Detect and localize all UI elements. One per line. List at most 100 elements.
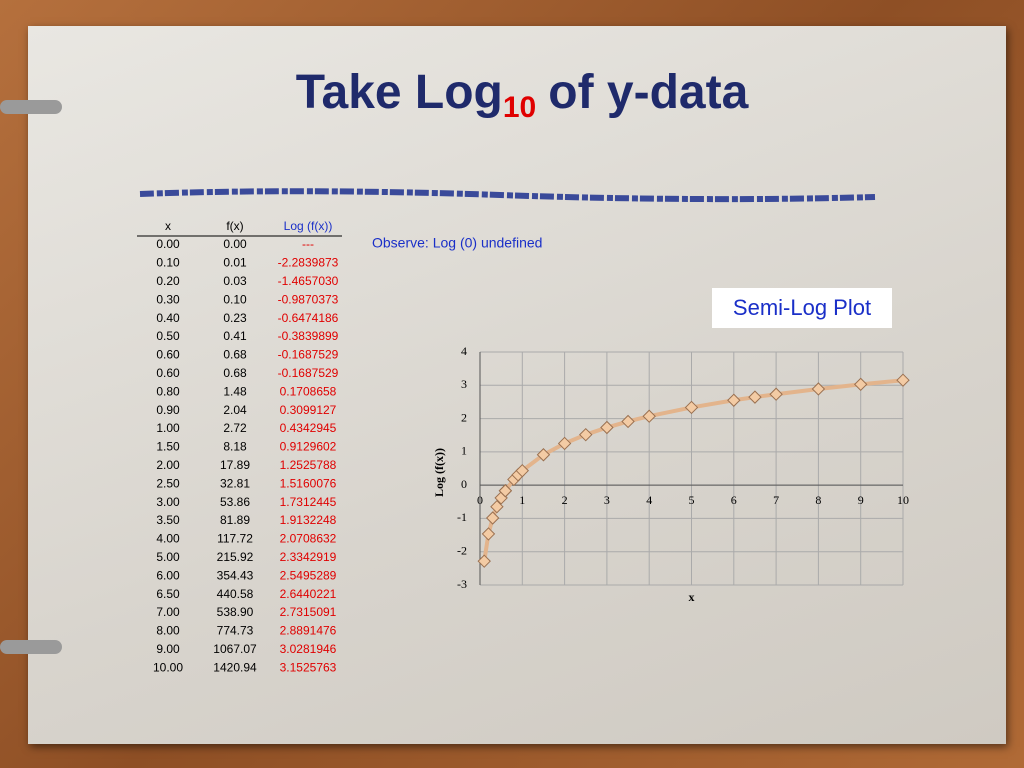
table-cell: 1.7312445 [280,495,337,509]
table-cell: 0.60 [156,366,180,380]
data-point [811,382,826,396]
table-cell: 0.10 [223,292,247,306]
table-cell: 774.73 [217,624,254,638]
title: Take Log10 of y-data [296,66,749,124]
table-cell: 0.60 [156,348,180,362]
divider [139,188,876,203]
table-cell: 17.89 [220,458,250,472]
table-cell: 0.3099127 [280,403,337,417]
table-cell: -0.3839899 [278,329,339,343]
table-cell: 0.00 [156,237,180,251]
table-cell: 440.58 [217,587,254,601]
table-cell: 538.90 [217,605,254,619]
table-cell: 0.20 [156,274,180,288]
table-cell: 1.48 [223,384,247,398]
table-cell: 0.90 [156,403,180,417]
table-cell: 3.00 [156,495,180,509]
table-cell: 3.1525763 [280,660,337,674]
x-tick-label: 10 [897,493,909,507]
data-point [485,511,500,525]
table-cell: 117.72 [217,532,253,546]
title-rest: of y-data [548,66,748,119]
x-tick-label: 7 [773,493,779,507]
data-point [600,420,614,435]
data-point [490,499,504,514]
data-point [477,554,491,568]
label-box [712,288,892,328]
y-tick-label: -2 [457,543,467,557]
data-point [515,463,530,478]
table-cell: 1067.07 [213,642,257,656]
table-cell: 0.1708658 [280,384,337,398]
table-cell: 5.00 [156,550,180,564]
data-point [498,484,513,498]
data-point [769,387,783,401]
data-point [481,527,496,541]
table-cell: 0.41 [223,329,247,343]
table-cell: -0.6474186 [278,311,339,325]
y-tick-label: 2 [461,410,467,424]
table-cell: 1.5160076 [280,476,337,490]
table-cell: 8.18 [223,440,247,454]
binder-ring [0,640,62,654]
x-tick-label: 2 [562,493,568,507]
table-cell: 6.00 [156,568,180,582]
table-cell: 0.03 [223,274,247,288]
table-cell: 0.68 [223,348,247,362]
table-cell: 1.00 [156,421,180,435]
x-tick-label: 1 [519,493,525,507]
x-tick-label: 4 [646,493,652,507]
binder-ring [0,100,62,114]
table-cell: 0.68 [223,366,247,380]
y-tick-label: -1 [457,510,467,524]
table-cell: 2.00 [156,458,180,472]
table-cell: 9.00 [156,642,180,656]
table-cell: 2.3342919 [280,550,337,564]
table-cell: 2.50 [156,476,180,490]
data-point [536,448,551,462]
table-cell: 354.43 [217,568,254,582]
table-cell: --- [302,237,314,251]
y-axis-label: Log (f(x)) [432,448,446,497]
table-cell: 215.92 [217,550,254,564]
table-cell: -2.2839873 [278,256,339,270]
table-cell: 2.72 [223,421,247,435]
table-cell: 0.10 [156,256,180,270]
table-cell: 0.50 [156,329,180,343]
table-cell: 32.81 [220,476,250,490]
table-cell: 53.86 [220,495,250,509]
table-cell: 10.00 [153,660,183,674]
table-cell: 0.01 [223,256,247,270]
table-cell: 2.8891476 [280,624,337,638]
x-tick-label: 3 [604,493,610,507]
table-header: Log (f(x)) [284,219,333,233]
x-tick-label: 5 [689,493,695,507]
data-point [727,393,741,407]
x-tick-label: 8 [815,493,821,507]
data-point [579,427,593,442]
chart-label: Semi-Log Plot [733,295,871,320]
table-cell: 0.00 [223,237,247,251]
table-cell: 2.04 [223,403,247,417]
table-cell: 2.0708632 [280,532,337,546]
title-main: Take Log [296,66,503,119]
y-tick-label: 0 [461,477,467,491]
table-cell: 81.89 [220,513,250,527]
table-cell: -1.4657030 [278,274,339,288]
y-tick-label: 4 [461,344,467,358]
table-cell: 2.7315091 [280,605,337,619]
data-point [557,436,572,451]
y-tick-label: 1 [461,444,467,458]
table-cell: 1.2525788 [280,458,337,472]
table-cell: 1.9132248 [280,513,337,527]
table-cell: -0.9870373 [278,292,339,306]
table-cell: 0.9129602 [280,440,337,454]
table-cell: -0.1687529 [278,366,339,380]
x-tick-label: 6 [731,493,737,507]
x-axis-label: x [689,590,695,604]
y-tick-label: 3 [461,377,467,391]
table-cell: 1420.94 [213,660,257,674]
data-point [621,414,635,429]
